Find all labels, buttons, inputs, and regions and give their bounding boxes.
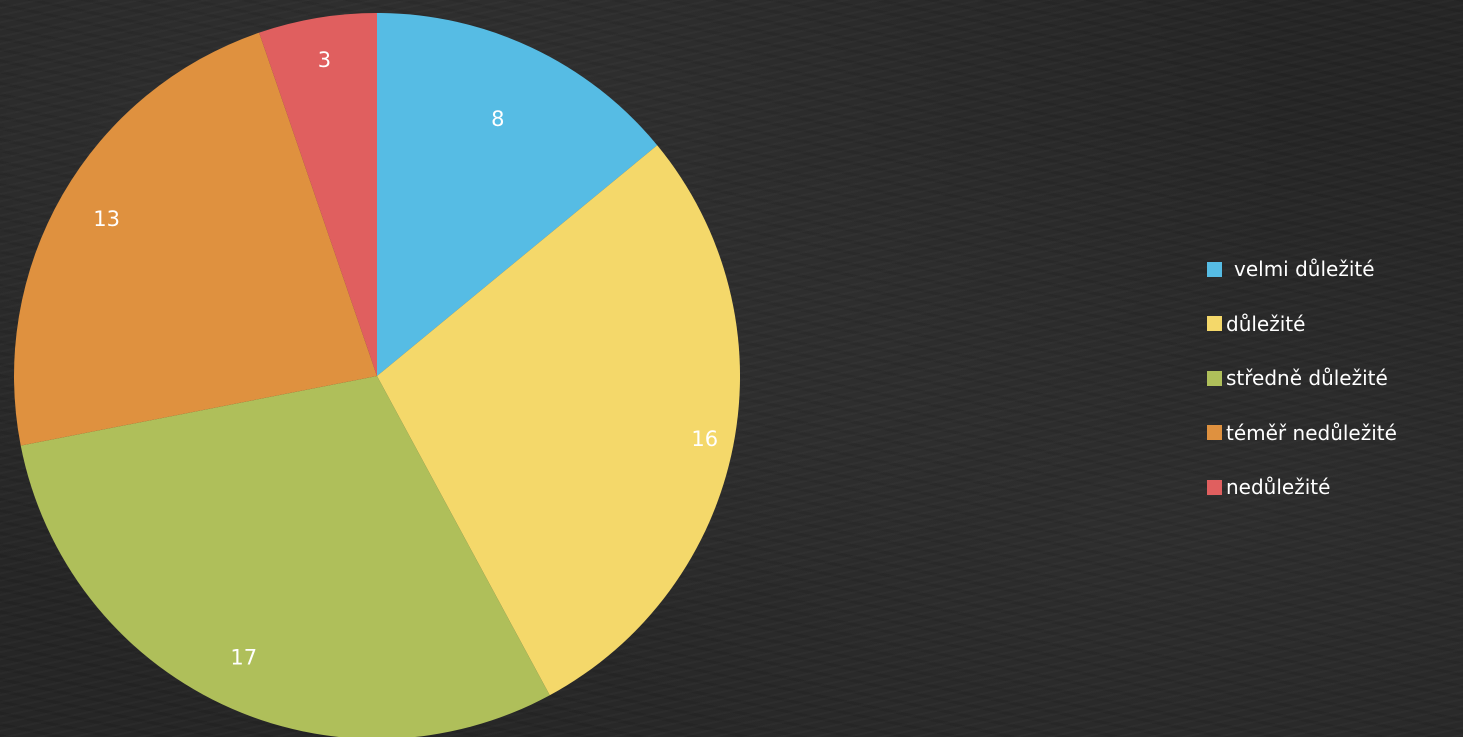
pie-slice-dulezite: [377, 145, 741, 696]
data-label-stredne-dulezite: 17: [230, 645, 257, 669]
pie-chart: 8 16 17 13 3: [13, 13, 741, 737]
data-label-nedulezite: 3: [318, 48, 331, 72]
legend-item-temer-nedulezite: téměř nedůležité: [1207, 415, 1397, 451]
pie-slice-stredne-dulezite: [20, 376, 550, 737]
chart-legend: velmi důležité důležité středně důležité…: [1207, 251, 1397, 524]
data-label-velmi-dulezite: 8: [491, 107, 504, 131]
legend-item-dulezite: důležité: [1207, 306, 1397, 342]
legend-label-velmi-dulezite: velmi důležité: [1234, 257, 1375, 281]
pie-slice-velmi-dulezite: [377, 13, 658, 376]
legend-label-temer-nedulezite: téměř nedůležité: [1226, 420, 1397, 445]
legend-item-stredne-dulezite: středně důležité: [1207, 360, 1397, 396]
legend-swatch-nedulezite: [1207, 479, 1222, 495]
data-label-temer-nedulezite: 13: [93, 207, 120, 231]
pie-slice-nedulezite: [259, 13, 377, 376]
data-label-dulezite: 16: [691, 427, 718, 451]
legend-label-stredne-dulezite: středně důležité: [1226, 366, 1388, 390]
legend-swatch-velmi-dulezite: [1207, 261, 1222, 277]
legend-item-velmi-dulezite: velmi důležité: [1207, 251, 1397, 287]
legend-label-nedulezite: nedůležité: [1226, 475, 1331, 499]
legend-swatch-stredne-dulezite: [1207, 370, 1222, 386]
legend-swatch-temer-nedulezite: [1207, 425, 1222, 440]
legend-swatch-dulezite: [1207, 316, 1222, 331]
pie-slice-temer-nedulezite: [13, 32, 377, 446]
legend-item-nedulezite: nedůležité: [1207, 469, 1397, 505]
legend-label-dulezite: důležité: [1226, 311, 1306, 336]
